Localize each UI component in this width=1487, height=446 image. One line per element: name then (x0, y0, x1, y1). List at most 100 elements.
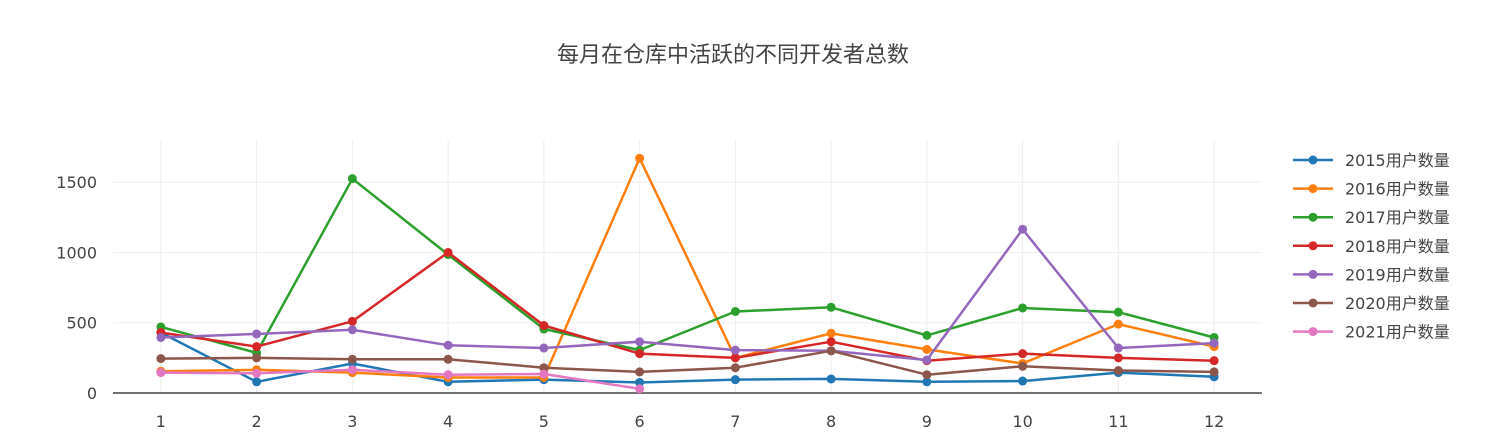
data-point[interactable] (1209, 367, 1219, 377)
data-point[interactable] (1113, 307, 1123, 317)
data-point[interactable] (539, 321, 549, 331)
x-tick-label: 12 (1204, 412, 1224, 431)
series-line (160, 228, 1215, 362)
data-point[interactable] (1113, 366, 1123, 376)
grid (113, 140, 1262, 393)
data-point[interactable] (156, 354, 166, 364)
data-point[interactable] (443, 340, 453, 350)
legend-label: 2018用户数量 (1345, 237, 1450, 256)
data-point[interactable] (730, 375, 740, 385)
data-point[interactable] (1209, 356, 1219, 366)
data-point[interactable] (347, 174, 357, 184)
data-point[interactable] (1113, 319, 1123, 329)
legend-item[interactable]: 2016用户数量 (1293, 180, 1450, 199)
data-point[interactable] (1018, 224, 1028, 234)
legend-swatch-marker (1308, 241, 1318, 251)
series-6 (156, 346, 1219, 380)
data-point[interactable] (826, 346, 836, 356)
legend-label: 2015用户数量 (1345, 151, 1450, 170)
y-tick-label: 500 (66, 314, 97, 333)
legend-item[interactable]: 2020用户数量 (1293, 294, 1450, 313)
data-point[interactable] (826, 328, 836, 338)
data-point[interactable] (252, 329, 262, 339)
data-point[interactable] (1018, 303, 1028, 313)
data-point[interactable] (635, 384, 645, 394)
legend-item[interactable]: 2017用户数量 (1293, 208, 1450, 227)
legend-label: 2016用户数量 (1345, 180, 1450, 199)
data-point[interactable] (730, 345, 740, 355)
data-point[interactable] (730, 363, 740, 373)
data-point[interactable] (1018, 349, 1028, 359)
legend-swatch-marker (1308, 184, 1318, 194)
series-line (160, 157, 1215, 379)
data-point[interactable] (922, 377, 932, 387)
data-point[interactable] (826, 337, 836, 347)
legend-label: 2021用户数量 (1345, 323, 1450, 342)
y-tick-label: 1000 (56, 243, 97, 262)
data-point[interactable] (730, 353, 740, 363)
legend-item[interactable]: 2021用户数量 (1293, 323, 1450, 342)
data-point[interactable] (635, 349, 645, 359)
data-point[interactable] (826, 302, 836, 312)
x-tick-label: 7 (730, 412, 740, 431)
data-point[interactable] (1209, 338, 1219, 348)
series-line (160, 349, 1215, 376)
y-tick-label: 1500 (56, 173, 97, 192)
series-line (160, 368, 640, 391)
data-point[interactable] (826, 374, 836, 384)
data-point[interactable] (1018, 361, 1028, 371)
data-point[interactable] (635, 153, 645, 163)
data-point[interactable] (922, 330, 932, 340)
data-point[interactable] (252, 342, 262, 352)
data-point[interactable] (922, 344, 932, 354)
data-point[interactable] (252, 377, 262, 387)
data-point[interactable] (443, 354, 453, 364)
x-tick-label: 2 (252, 412, 262, 431)
x-tick-label: 11 (1108, 412, 1128, 431)
legend-label: 2019用户数量 (1345, 265, 1450, 284)
legend-item[interactable]: 2018用户数量 (1293, 237, 1450, 256)
legend-item[interactable]: 2019用户数量 (1293, 265, 1450, 284)
data-point[interactable] (347, 325, 357, 335)
legend-swatch-marker (1308, 212, 1318, 222)
series-line (160, 177, 1215, 355)
data-point[interactable] (635, 337, 645, 347)
data-point[interactable] (922, 370, 932, 380)
legend-label: 2017用户数量 (1345, 208, 1450, 227)
data-point[interactable] (156, 332, 166, 342)
legend-swatch-marker (1308, 155, 1318, 165)
series-2 (156, 153, 1219, 383)
x-tick-label: 3 (347, 412, 357, 431)
data-point[interactable] (539, 369, 549, 379)
data-point[interactable] (1113, 353, 1123, 363)
data-point[interactable] (539, 363, 549, 373)
legend-item[interactable]: 2015用户数量 (1293, 151, 1450, 170)
data-point[interactable] (539, 343, 549, 353)
data-point[interactable] (1018, 376, 1028, 386)
data-point[interactable] (156, 368, 166, 378)
data-point[interactable] (1113, 343, 1123, 353)
series-1 (156, 328, 1219, 387)
legend-swatch-marker (1308, 298, 1318, 308)
data-point[interactable] (922, 355, 932, 365)
legend[interactable]: 2015用户数量 2016用户数量 2017用户数量 2018用户数量 2019用户数量… (1293, 151, 1450, 342)
x-tick-label: 8 (826, 412, 836, 431)
x-tick-label: 4 (443, 412, 453, 431)
data-point[interactable] (443, 247, 453, 257)
data-point[interactable] (635, 367, 645, 377)
data-point[interactable] (252, 368, 262, 378)
data-point[interactable] (730, 306, 740, 316)
data-point[interactable] (443, 370, 453, 380)
legend-swatch-marker (1308, 327, 1318, 337)
data-point[interactable] (635, 377, 645, 387)
data-point[interactable] (347, 365, 357, 375)
data-point[interactable] (252, 353, 262, 363)
data-point[interactable] (347, 354, 357, 364)
legend-label: 2020用户数量 (1345, 294, 1450, 313)
data-point[interactable] (347, 316, 357, 326)
x-tick-label: 1 (156, 412, 166, 431)
y-tick-label: 0 (87, 384, 97, 403)
